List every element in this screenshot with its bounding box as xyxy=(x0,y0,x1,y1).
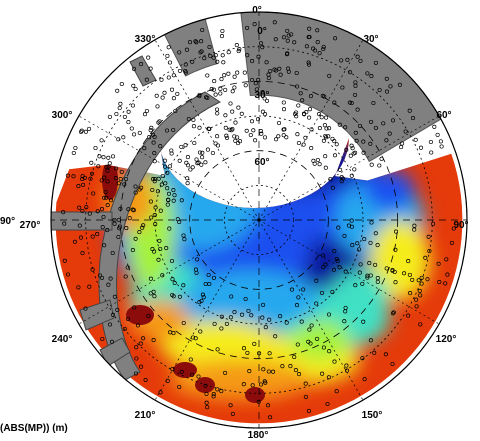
azimuth-tick-label: 330° xyxy=(135,34,156,45)
azimuth-tick-label: 150° xyxy=(362,410,383,421)
colorbar-label: (ABS(MP)) (m) xyxy=(0,423,68,434)
azimuth-tick-label: 210° xyxy=(135,410,156,421)
azimuth-tick-label: 0° xyxy=(252,5,262,16)
azimuth-tick-label: 90° xyxy=(453,220,468,231)
azimuth-tick-label: 300° xyxy=(52,110,73,121)
azimuth-tick-label: 120° xyxy=(436,334,457,345)
observation-markers xyxy=(61,20,456,420)
azimuth-tick-label: 270° xyxy=(20,220,41,231)
azimuth-tick-label: 60° xyxy=(436,110,451,121)
axis-labels: 0° 30° 60° 90° 120° 150° 180° 210° 240° 270° 300° 3… xyxy=(20,5,469,441)
azimuth-tick-label: 180° xyxy=(248,430,269,441)
azimuth-tick-label: 30° xyxy=(363,34,378,45)
left-axis-fragment: 90° xyxy=(0,216,16,227)
elevation-tick-label: 60° xyxy=(254,157,269,168)
elevation-tick-label: 0° xyxy=(257,26,267,37)
elevation-tick-label: 30° xyxy=(254,90,269,101)
azimuth-tick-label: 240° xyxy=(52,334,73,345)
